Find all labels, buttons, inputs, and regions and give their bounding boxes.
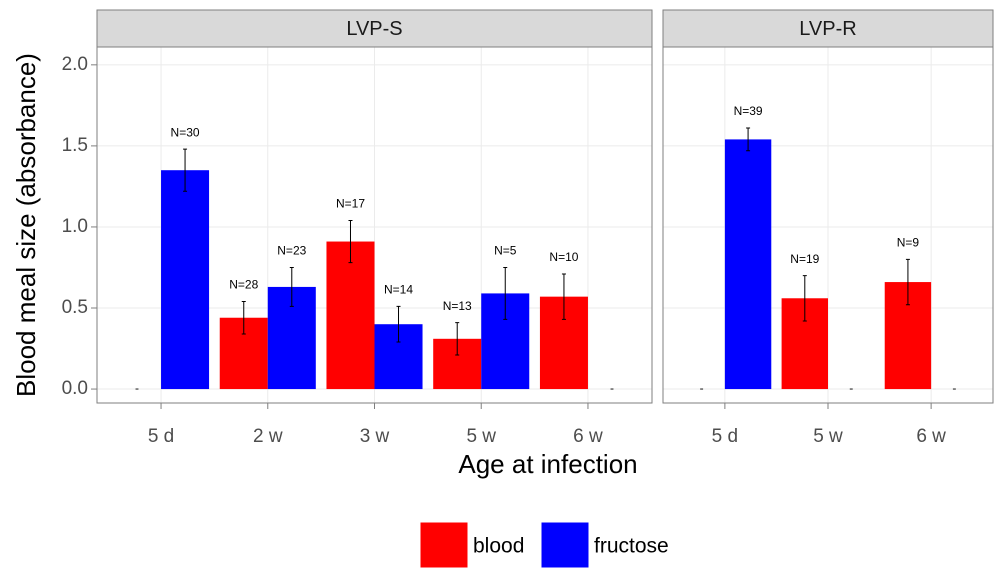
y-tick-label: 2.0 <box>62 54 88 75</box>
missing-label: - <box>952 381 956 395</box>
error-bar <box>241 301 246 335</box>
y-tick-label: 0.0 <box>62 378 88 399</box>
error-bar <box>561 273 566 320</box>
missing-label: - <box>610 381 614 395</box>
missing-label: - <box>135 381 139 395</box>
n-label: N=5 <box>494 244 517 258</box>
x-tick-label: 6 w <box>916 426 946 447</box>
x-tick-label: 6 w <box>573 426 603 447</box>
n-label: N=19 <box>790 252 819 266</box>
missing-label: - <box>700 381 704 395</box>
bar <box>724 139 772 390</box>
n-label: N=13 <box>443 299 472 313</box>
error-bar <box>503 266 508 320</box>
legend-label: fructose <box>594 535 669 558</box>
bar <box>326 241 375 390</box>
legend-key <box>540 521 590 569</box>
bar <box>161 170 210 390</box>
error-bar <box>348 219 353 264</box>
n-label: N=10 <box>549 250 578 264</box>
n-label: N=39 <box>734 104 763 118</box>
panel-border <box>662 46 994 404</box>
x-tick-label: 5 w <box>813 426 843 447</box>
x-tick-label: 5 d <box>712 426 738 447</box>
strip-label: LVP-S <box>346 18 402 40</box>
x-tick-label: 2 w <box>253 426 283 447</box>
x-tick-label: 5 d <box>148 426 174 447</box>
x-tick-label: 3 w <box>360 426 390 447</box>
n-label: N=17 <box>336 197 365 211</box>
strip <box>662 9 994 48</box>
panel-border <box>96 46 653 404</box>
error-bar <box>289 266 294 307</box>
n-label: N=9 <box>897 236 920 250</box>
error-bar <box>455 322 460 356</box>
x-axis-title: Age at infection <box>458 449 637 479</box>
n-label: N=28 <box>229 278 258 292</box>
strip-label: LVP-R <box>799 18 856 40</box>
missing-label: - <box>849 381 853 395</box>
error-bar <box>802 275 807 322</box>
y-tick-label: 0.5 <box>62 297 88 318</box>
n-label: N=30 <box>171 125 200 139</box>
n-label: N=23 <box>277 244 306 258</box>
legend-label: blood <box>473 535 524 558</box>
y-axis-title: Blood meal size (absorbance) <box>11 53 41 397</box>
error-bar <box>183 148 188 192</box>
n-label: N=14 <box>384 283 413 297</box>
legend-key <box>419 521 469 569</box>
x-tick-label: 5 w <box>466 426 496 447</box>
error-bar <box>746 127 751 152</box>
y-tick-label: 1.0 <box>62 216 88 237</box>
error-bar <box>396 305 401 343</box>
y-tick-label: 1.5 <box>62 135 88 156</box>
strip <box>96 9 653 48</box>
error-bar <box>905 258 910 306</box>
